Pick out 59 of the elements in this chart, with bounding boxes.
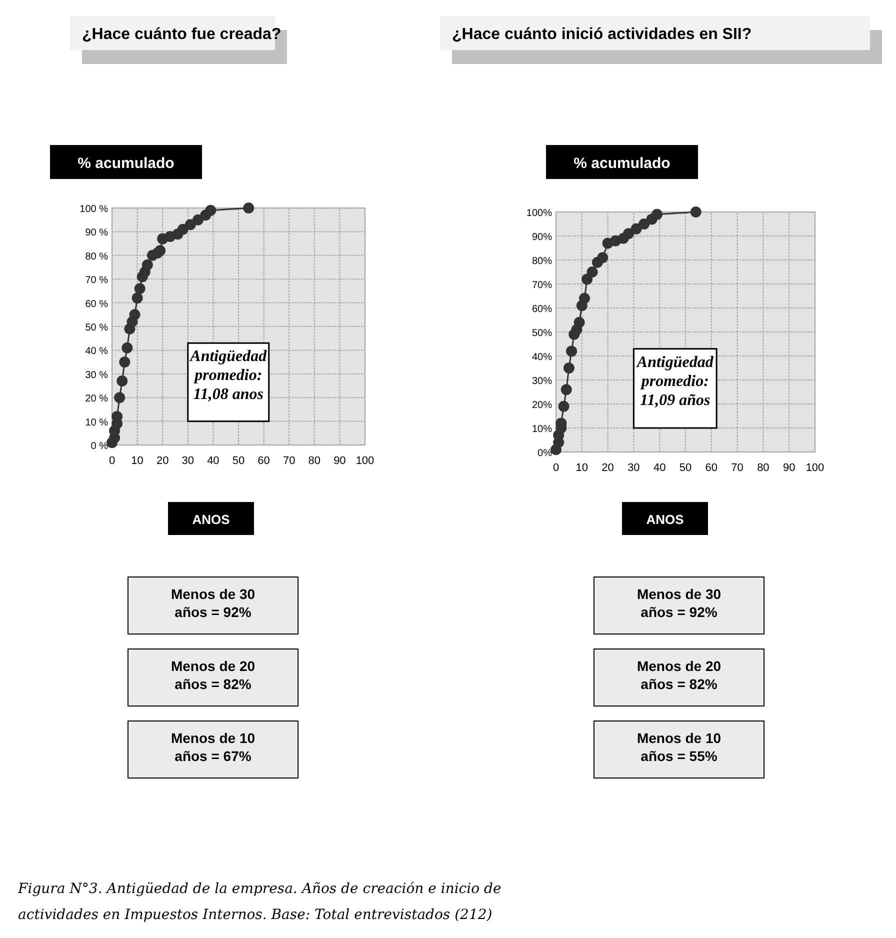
text: Menos de 10 años = 67%	[170, 730, 256, 764]
y-tick-label: 60%	[532, 304, 552, 315]
text: Menos de 20 años = 82%	[170, 658, 256, 692]
y-tick-label: 0 %	[90, 441, 108, 452]
x-tick-label: 0	[552, 462, 560, 474]
text: Figura N°3. Antigüedad de la empresa. Años de creación e inicio de actividades en Impuestos Internos. Base: Total entrevistados (212)	[17, 881, 502, 923]
x-tick-label: 60	[705, 462, 718, 474]
y-tick-label: 10%	[532, 424, 552, 435]
y-axis-title: % acumulado	[574, 155, 670, 172]
annotation: Antigüedad promedio: 11,09 años	[636, 354, 714, 409]
annotation: Antigüedad promedio: 11,08 anos	[189, 348, 268, 404]
y-tick-label: 60 %	[85, 298, 108, 310]
x-tick-label: 30	[628, 462, 640, 474]
y-tick-label: 20%	[532, 400, 552, 411]
y-tick-label: 0%	[538, 448, 552, 459]
y-tick-label: 30%	[532, 376, 552, 387]
y-tick-label: 70%	[532, 280, 552, 291]
x-tick-label: 60	[258, 455, 270, 467]
x-tick-label: 80	[757, 462, 770, 474]
x-tick-label: 90	[782, 462, 796, 474]
y-tick-label: 100 %	[80, 204, 108, 215]
y-tick-label: 70 %	[85, 275, 108, 286]
text: Menos de 30 años = 92%	[636, 586, 722, 620]
x-tick-label: 50	[232, 455, 245, 467]
y-tick-label: 50 %	[85, 322, 108, 334]
y-tick-label: 80%	[532, 256, 552, 267]
y-tick-label: 100%	[526, 208, 552, 219]
y-tick-label: 90 %	[85, 228, 108, 239]
text: Menos de 10 años = 55%	[636, 730, 722, 764]
y-tick-label: 40%	[532, 352, 552, 363]
y-tick-label: 40 %	[85, 346, 108, 358]
x-tick-label: 0	[108, 455, 116, 467]
x-tick-label: 30	[182, 455, 194, 467]
y-tick-label: 20 %	[85, 394, 108, 405]
x-axis-title: ANOS	[192, 512, 230, 527]
x-tick-label: 10	[576, 462, 588, 474]
x-tick-label: 70	[731, 462, 744, 474]
y-tick-label: 90%	[532, 232, 552, 243]
chart-title: ¿Hace cuánto fue creada?	[82, 26, 282, 43]
y-tick-label: 80 %	[85, 251, 108, 262]
x-tick-label: 80	[308, 455, 321, 467]
x-tick-label: 50	[679, 462, 692, 474]
x-tick-label: 20	[602, 462, 614, 474]
x-tick-label: 40	[653, 462, 666, 474]
text: Menos de 30 años = 92%	[170, 586, 256, 620]
y-tick-label: 30 %	[85, 370, 108, 381]
x-tick-label: 10	[131, 455, 144, 467]
x-tick-label: 20	[156, 455, 169, 467]
x-tick-label: 100	[806, 462, 824, 474]
x-tick-label: 70	[282, 455, 296, 467]
y-tick-label: 10 %	[85, 417, 108, 428]
x-axis-title: ANOS	[646, 512, 684, 527]
x-tick-label: 40	[207, 455, 220, 467]
chart-title: ¿Hace cuánto inició actividades en SII?	[452, 26, 752, 43]
y-axis-title: % acumulado	[78, 155, 174, 172]
text: Menos de 20 años = 82%	[636, 658, 722, 692]
x-tick-label: 90	[334, 455, 346, 467]
y-tick-label: 50%	[532, 328, 552, 339]
x-tick-label: 100	[356, 455, 374, 467]
